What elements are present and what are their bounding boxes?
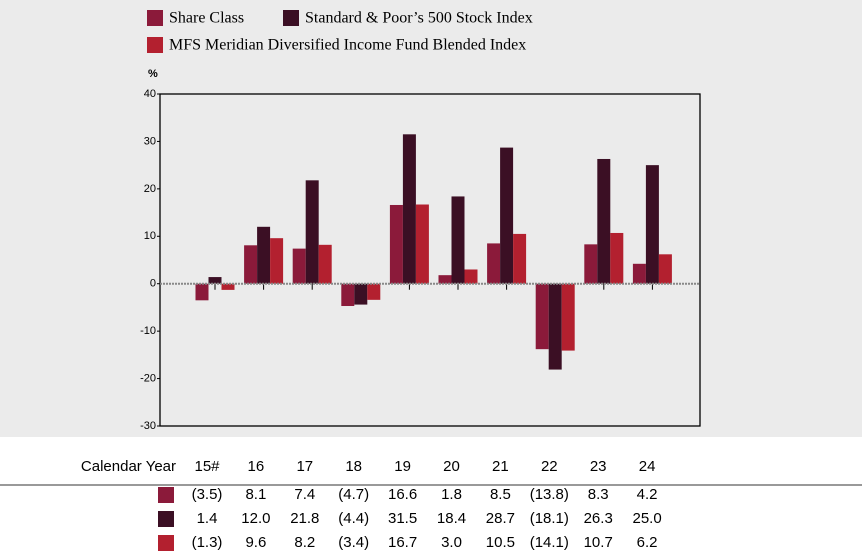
table-column-header: 23: [590, 458, 607, 475]
table-cell: 18.4: [437, 510, 466, 527]
legend-swatch: [147, 37, 163, 53]
table-swatch: [158, 487, 174, 503]
bar: [548, 283, 562, 370]
bar: [535, 283, 549, 350]
table-cell: (1.3): [192, 534, 223, 551]
y-tick-label: 0: [150, 278, 156, 290]
table-cell: (14.1): [530, 534, 569, 551]
table-cell: 10.5: [486, 534, 515, 551]
bar: [221, 283, 235, 290]
table-column-header: 16: [248, 458, 265, 475]
table-cell: 21.8: [290, 510, 319, 527]
bar: [292, 248, 306, 284]
table-cell: (13.8): [530, 486, 569, 503]
table-column-header: 22: [541, 458, 558, 475]
legend-swatch: [147, 10, 163, 26]
bar: [270, 238, 284, 284]
y-axis-label: %: [148, 68, 158, 80]
bar: [438, 275, 452, 284]
bar: [464, 269, 478, 284]
table-column-header: 18: [345, 458, 362, 475]
table-column-header: 24: [639, 458, 656, 475]
bar: [195, 283, 209, 301]
table-cell: 8.3: [588, 486, 609, 503]
table-cell: 12.0: [241, 510, 270, 527]
table-cell: 7.4: [294, 486, 315, 503]
bar: [500, 147, 514, 284]
table-cell: 4.2: [637, 486, 658, 503]
table-column-header: 15#: [194, 458, 220, 475]
table-column-header: 17: [296, 458, 313, 475]
table-cell: 16.7: [388, 534, 417, 551]
table-cell: 9.6: [245, 534, 266, 551]
table-cell: (4.4): [338, 510, 369, 527]
legend-label: Share Class: [169, 10, 244, 27]
bar: [610, 232, 624, 284]
bar: [597, 158, 611, 284]
bar: [513, 233, 527, 284]
table-cell: 10.7: [584, 534, 613, 551]
legend-label: MFS Meridian Diversified Income Fund Ble…: [169, 37, 526, 54]
y-tick-label: -20: [140, 372, 156, 384]
table-cell: (4.7): [338, 486, 369, 503]
table-cell: 3.0: [441, 534, 462, 551]
y-tick-label: 20: [144, 183, 156, 195]
bar: [402, 134, 416, 284]
table-column-header: 19: [394, 458, 411, 475]
table-cell: (18.1): [530, 510, 569, 527]
bar: [389, 204, 403, 284]
bar: [645, 165, 659, 284]
table-column-header: 21: [492, 458, 509, 475]
bar: [632, 263, 646, 284]
y-tick-label: 30: [144, 135, 156, 147]
table-cell: (3.5): [192, 486, 223, 503]
table-cell: 8.5: [490, 486, 511, 503]
y-tick-label: -30: [140, 420, 156, 432]
bar: [257, 226, 271, 284]
bar: [415, 204, 429, 284]
y-tick-label: -10: [140, 325, 156, 337]
table-cell: 31.5: [388, 510, 417, 527]
bar: [341, 283, 355, 307]
y-tick-label: 40: [144, 88, 156, 100]
bar: [354, 283, 368, 305]
bar: [367, 283, 381, 300]
table-cell: 28.7: [486, 510, 515, 527]
bar: [658, 254, 672, 284]
legend-label: Standard & Poor’s 500 Stock Index: [305, 10, 533, 27]
table-swatch: [158, 535, 174, 551]
bar: [487, 243, 501, 284]
table-cell: 16.6: [388, 486, 417, 503]
bar: [561, 283, 575, 351]
y-tick-label: 10: [144, 230, 156, 242]
bar: [244, 245, 258, 284]
table-cell: 6.2: [637, 534, 658, 551]
legend-swatch: [283, 10, 299, 26]
table-column-header: 20: [443, 458, 460, 475]
bar: [451, 196, 465, 284]
table-cell: 8.2: [294, 534, 315, 551]
table-cell: 1.4: [197, 510, 218, 527]
table-header: Calendar Year: [81, 458, 176, 475]
table-cell: 26.3: [584, 510, 613, 527]
bar: [318, 244, 332, 284]
bar: [208, 277, 222, 284]
table-swatch: [158, 511, 174, 527]
table-cell: (3.4): [338, 534, 369, 551]
table-cell: 8.1: [245, 486, 266, 503]
table-cell: 25.0: [632, 510, 661, 527]
bar: [584, 244, 598, 284]
table-cell: 1.8: [441, 486, 462, 503]
bar: [305, 180, 319, 284]
